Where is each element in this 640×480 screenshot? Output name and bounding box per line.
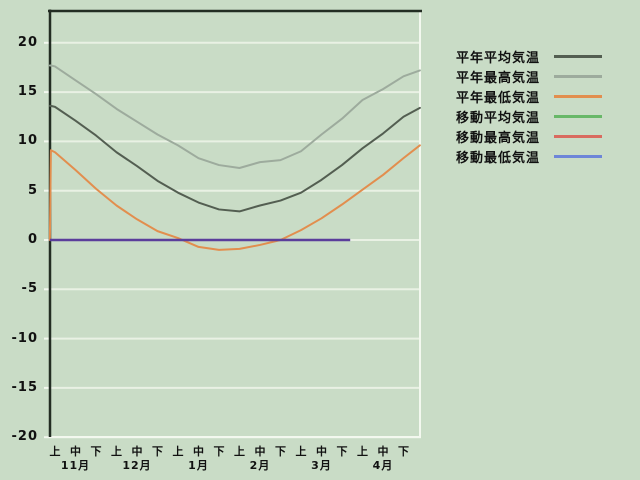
legend-row: 平年平均気温 [456, 46, 602, 66]
legend-row: 移動最高気温 [456, 126, 602, 146]
y-axis-tick-label: 15 [17, 84, 38, 100]
x-axis-period-label: 中 [131, 445, 143, 458]
x-axis-period-label: 上 [49, 445, 61, 458]
x-axis-period-label: 上 [172, 445, 184, 458]
normal-max-line [48, 64, 421, 170]
x-axis-month-label: 4月 [372, 459, 394, 472]
x-axis-period-label: 下 [398, 445, 409, 458]
x-axis-month-label: 1月 [188, 459, 209, 472]
y-axis-tick-label: -5 [21, 281, 38, 297]
y-axis-tick-label: 5 [27, 182, 38, 198]
y-axis-tick-label: -20 [11, 429, 38, 445]
legend-line-swatch [554, 54, 602, 58]
x-axis-period-label: 中 [316, 445, 327, 458]
legend-label: 移動最高気温 [456, 130, 541, 146]
legend-row: 平年最高気温 [456, 66, 602, 86]
x-axis-period-label: 下 [90, 445, 102, 458]
y-axis-tick-label: -10 [11, 330, 38, 346]
legend-label: 移動平均気温 [456, 110, 541, 126]
x-axis-period-label: 中 [254, 445, 266, 458]
x-axis-month-label: 3月 [311, 459, 332, 472]
normal-min-line [48, 144, 421, 251]
x-axis-period-label: 下 [275, 445, 286, 458]
x-axis-period-label: 上 [111, 445, 122, 458]
x-axis-period-label: 下 [336, 445, 348, 458]
x-axis-period-label: 上 [234, 445, 245, 458]
legend-label: 平年最低気温 [456, 90, 541, 106]
x-axis-period-label: 中 [377, 445, 389, 458]
x-axis-period-label: 中 [70, 445, 81, 458]
legend-row: 平年最低気温 [456, 86, 602, 106]
legend-line-swatch [554, 154, 602, 158]
legend-row: 移動平均気温 [456, 106, 602, 126]
legend-row: 移動最低気温 [456, 146, 602, 166]
x-axis-period-label: 上 [357, 445, 368, 458]
y-axis-tick-label: 10 [17, 133, 38, 149]
legend-line-swatch [554, 74, 602, 78]
normal-avg-line [48, 104, 421, 213]
x-axis-period-label: 下 [152, 445, 163, 458]
x-axis-period-label: 上 [295, 445, 307, 458]
legend-label: 移動最低気温 [456, 150, 541, 166]
x-axis-period-label: 下 [213, 445, 225, 458]
x-axis-month-label: 2月 [249, 459, 271, 472]
y-axis-tick-label: 0 [27, 232, 38, 247]
legend-line-swatch [554, 94, 602, 98]
y-axis-tick-label: 20 [17, 34, 38, 50]
chart-legend: 平年平均気温 平年最高気温 平年最低気温 移動平均気温 移動最高気温 移動最低気温 [456, 46, 602, 166]
legend-line-swatch [554, 134, 602, 138]
legend-line-swatch [554, 114, 602, 118]
legend-label: 平年平均気温 [456, 50, 541, 66]
y-axis-tick-label: -15 [11, 379, 38, 395]
x-axis-month-label: 11月 [60, 459, 91, 472]
legend-label: 平年最高気温 [456, 70, 541, 86]
x-axis-month-label: 12月 [122, 459, 152, 472]
x-axis-period-label: 中 [193, 445, 204, 458]
